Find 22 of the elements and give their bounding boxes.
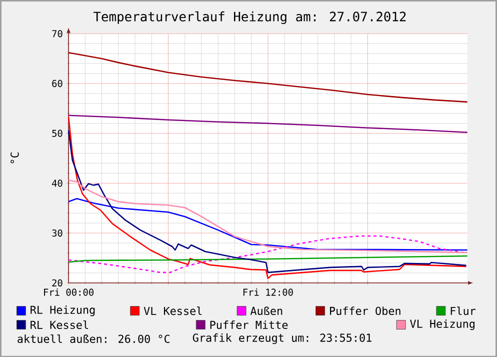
y-tick-label: 50 [52, 130, 62, 137]
chart-title: Temperaturverlauf Heizung am: 27.07.2012 [94, 11, 406, 24]
y-tick-label: 40 [52, 179, 62, 187]
legend-label: VL Kessel [144, 306, 202, 315]
y-axis-title: °C [10, 152, 19, 164]
line-series [68, 198, 468, 250]
x-tick-label: Fri 00:00 [44, 288, 94, 296]
legend-label: Puffer Oben [330, 306, 400, 315]
x-tick-label: Fri 12:00 [243, 288, 293, 296]
y-tick-label: 20 [52, 279, 62, 286]
legend-label: Außen [250, 306, 282, 315]
legend-label: RL Kessel [30, 320, 88, 329]
text: Grafik erzeugt um: 23:55:01 [192, 333, 372, 344]
y-tick-label: 60 [52, 80, 62, 87]
line-series [68, 114, 468, 133]
y-tick-label: 30 [52, 229, 62, 236]
legend-label: RL Heizung [30, 305, 95, 316]
text: aktuell außen: 26.00 °C [18, 334, 170, 343]
y-tick-label: 70 [52, 30, 62, 38]
legend-label: Puffer Mitte [210, 320, 288, 329]
legend-label: Flur [450, 306, 476, 315]
legend-label: VL Heizung [410, 319, 474, 330]
